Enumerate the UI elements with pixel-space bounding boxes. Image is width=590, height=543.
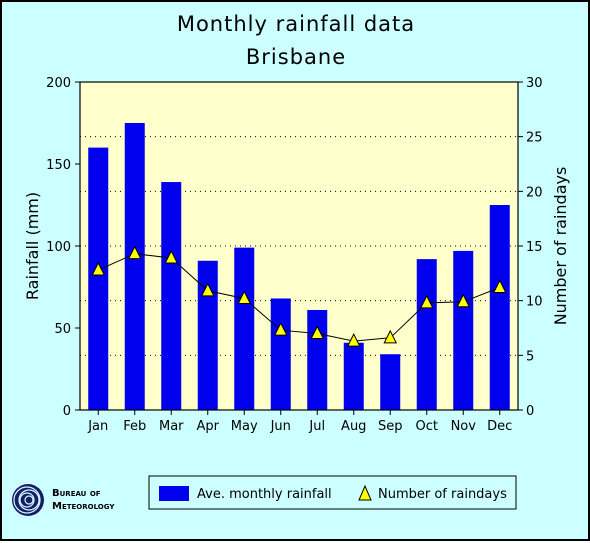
raindays-marker-mar (164, 249, 179, 264)
bar-feb (124, 123, 145, 410)
raindays-marker-nov (456, 293, 471, 308)
y2-tick-label: 5 (526, 349, 534, 364)
x-tick-label-jan: Jan (87, 419, 108, 434)
bar-dec (489, 205, 510, 410)
x-tick-label-aug: Aug (341, 419, 366, 434)
x-tick-label-sep: Sep (378, 419, 403, 434)
bar-jun (270, 298, 291, 410)
bar-aug (343, 342, 364, 410)
y-tick-label: 0 (63, 404, 71, 419)
raindays-marker-jun (273, 322, 288, 336)
legend-label-rainfall: Ave. monthly rainfall (197, 487, 332, 502)
plot-area: 0 50 100 150 200 0 5 10 15 20 25 30 Jan Feb Mar Apr May J… (46, 76, 542, 434)
y-axis-label: Rainfall (mm) (23, 192, 42, 300)
logo-ring (13, 486, 41, 514)
x-tick-label-oct: Oct (416, 419, 438, 434)
chart-title: Monthly rainfall data (177, 12, 415, 36)
x-tick-label-jun: Jun (270, 419, 291, 434)
raindays-marker-jan (91, 261, 106, 276)
raindays-marker-apr (200, 282, 215, 297)
bom-logo-line2: Meteorology (52, 501, 115, 512)
y2-axis-label: Number of raindays (551, 167, 570, 326)
raindays-marker-jul (310, 325, 325, 339)
bar-may (234, 247, 255, 410)
x-tick-label-nov: Nov (451, 419, 477, 434)
bar-jan (88, 147, 109, 410)
y-tick-label: 150 (46, 158, 71, 173)
x-tick-label-jul: Jul (308, 419, 325, 434)
bom-logo-mark (12, 484, 44, 516)
legend-swatch-raindays (358, 484, 372, 501)
x-tick-label-may: May (231, 419, 258, 434)
x-tick-label-mar: Mar (159, 419, 184, 434)
bom-logo: Bureau of Meteorology (12, 484, 115, 516)
raindays-marker-aug (346, 333, 361, 347)
raindays-marker-sep (383, 329, 398, 344)
chart-subtitle: Brisbane (246, 45, 346, 69)
bar-sep (380, 354, 401, 410)
raindays-marker-feb (127, 245, 142, 260)
raindays-marker-dec (492, 279, 507, 294)
logo-ring (24, 495, 34, 505)
bar-nov (453, 250, 474, 410)
y2-tick-label: 25 (526, 131, 543, 146)
raindays-marker-oct (419, 294, 434, 309)
bar-mar (161, 182, 182, 410)
legend-label-raindays: Number of raindays (378, 487, 507, 502)
raindays-line (98, 253, 500, 342)
x-tick-label-feb: Feb (123, 419, 146, 434)
x-tick-label-apr: Apr (197, 419, 220, 434)
bar-apr (197, 260, 218, 410)
y2-tick-label: 0 (526, 404, 534, 419)
y2-tick-label: 15 (526, 240, 543, 255)
logo-ring (19, 492, 35, 508)
logo-circle (12, 484, 44, 516)
raindays-marker-may (237, 290, 252, 304)
y2-tick-label: 20 (526, 185, 543, 200)
y-tick-label: 50 (54, 322, 71, 337)
y-tick-label: 100 (46, 240, 71, 255)
bar-jul (307, 309, 328, 410)
bom-logo-line1: Bureau of (52, 488, 101, 499)
x-tick-label-dec: Dec (487, 419, 512, 434)
y-tick-label: 200 (46, 76, 71, 91)
legend-box (148, 475, 517, 510)
legend: Ave. monthly rainfall Number of raindays (148, 475, 517, 510)
bar-oct (416, 259, 437, 410)
logo-ring (18, 489, 40, 511)
y2-tick-label: 30 (526, 76, 543, 91)
legend-swatch-rainfall (159, 486, 189, 501)
y2-tick-label: 10 (526, 295, 543, 310)
